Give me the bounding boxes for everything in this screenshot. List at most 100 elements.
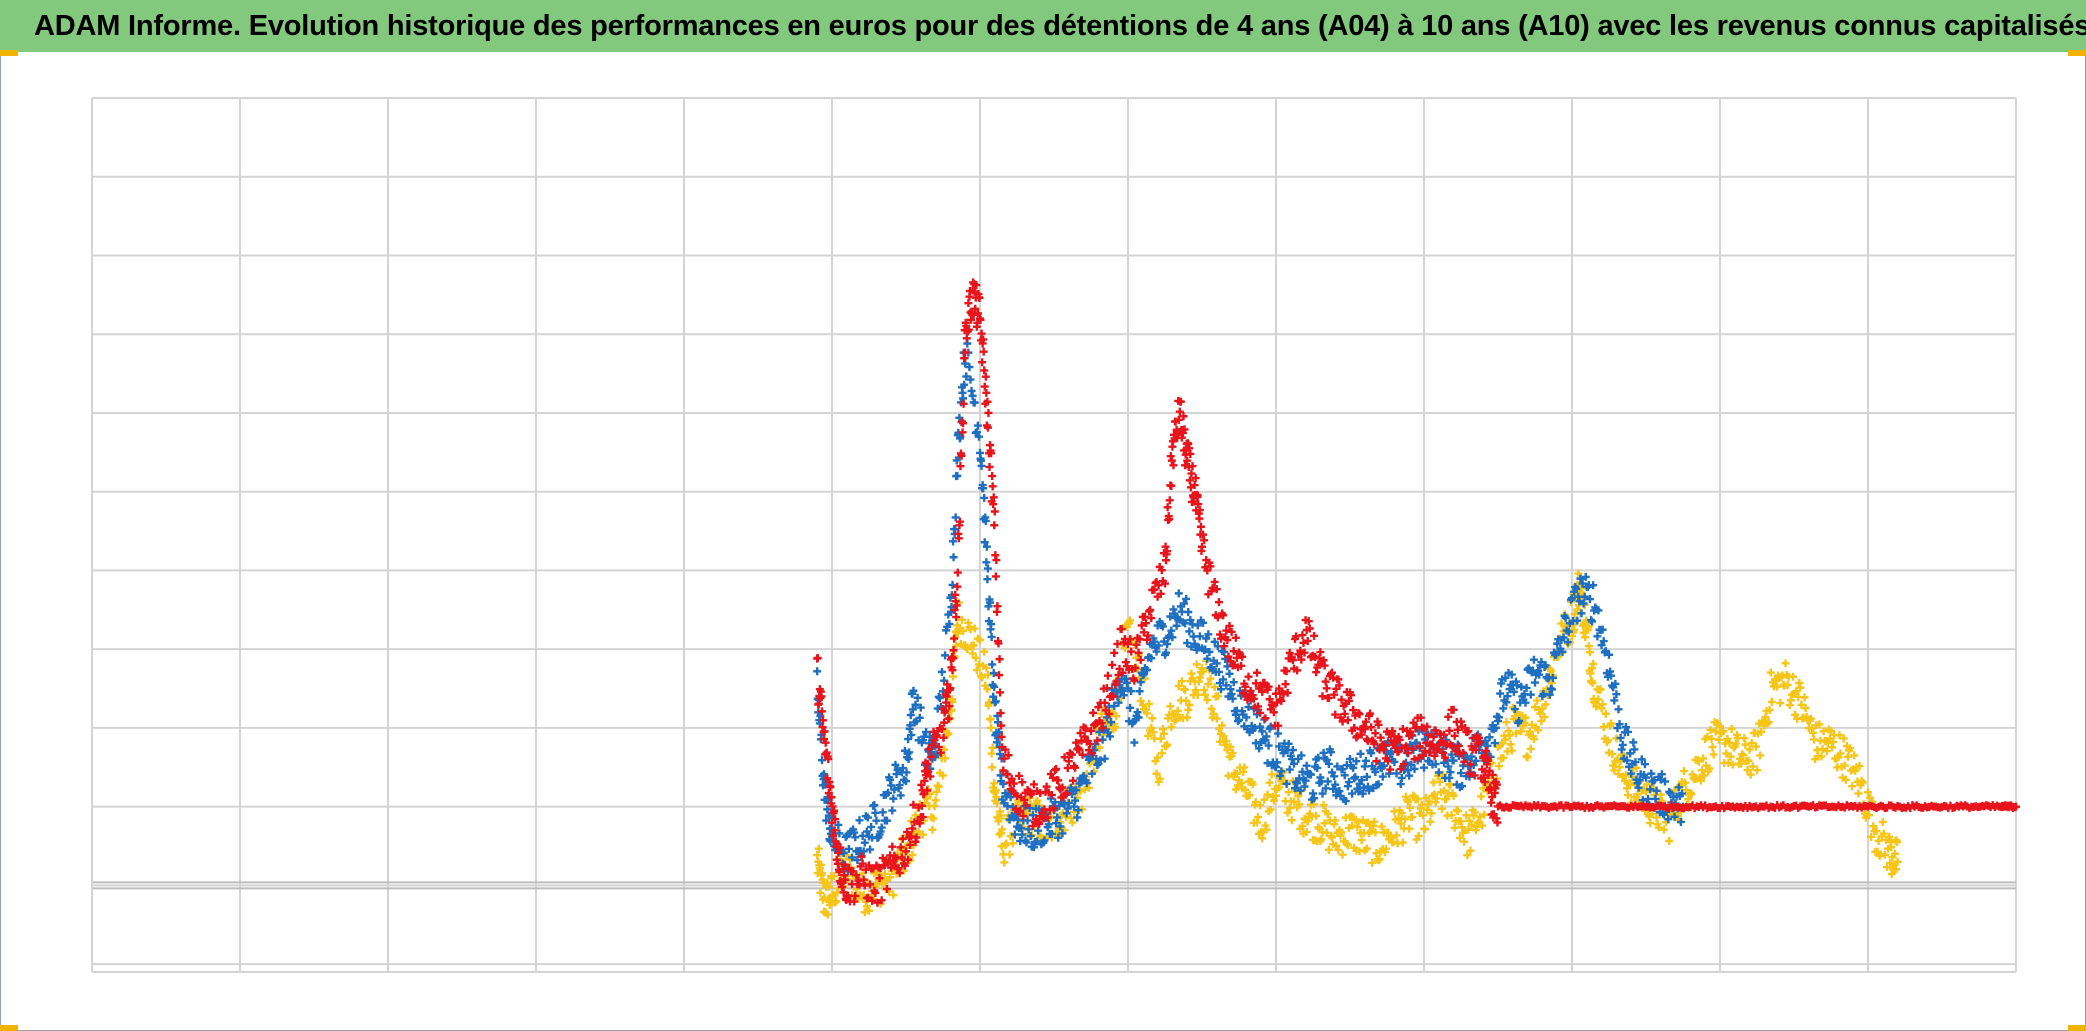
data-point-marker: [949, 537, 958, 546]
data-point-marker: [1042, 782, 1051, 791]
data-point-marker: [852, 871, 861, 880]
data-point-marker: [893, 765, 902, 774]
data-point-marker: [1485, 766, 1494, 775]
data-point-marker: [1288, 656, 1297, 665]
data-point-marker: [1892, 865, 1901, 874]
data-point-marker: [866, 880, 875, 889]
data-point-marker: [1559, 633, 1568, 642]
data-point-marker: [882, 884, 891, 893]
data-point-marker: [1819, 727, 1828, 736]
data-point-marker: [817, 692, 826, 701]
data-point-marker: [1227, 627, 1236, 636]
chart-title-bar: ADAM Informe. Evolution historique des p…: [0, 0, 2086, 52]
data-point-marker: [974, 432, 983, 441]
data-point-marker: [814, 699, 823, 708]
data-point-marker: [1187, 469, 1196, 478]
data-point-marker: [1414, 753, 1423, 762]
data-point-marker: [1665, 836, 1674, 845]
data-point-marker: [1126, 616, 1135, 625]
data-point-marker: [1003, 770, 1012, 779]
data-point-marker: [872, 816, 881, 825]
data-point-marker: [1214, 668, 1223, 677]
data-point-marker: [1302, 828, 1311, 837]
data-point-marker: [1626, 779, 1635, 788]
data-point-marker: [1285, 804, 1294, 813]
data-point-marker: [988, 660, 997, 669]
data-point-marker: [1447, 811, 1456, 820]
data-point-marker: [1854, 789, 1863, 798]
data-point-marker: [1318, 692, 1327, 701]
corner-mark-bottom-right: [2068, 1025, 2086, 1031]
data-point-marker: [980, 382, 989, 391]
data-point-marker: [1709, 750, 1718, 759]
data-point-marker: [1198, 542, 1206, 551]
data-point-marker: [979, 335, 988, 344]
data-point-marker: [922, 727, 931, 736]
data-point-marker: [898, 764, 907, 773]
data-point-marker: [1118, 668, 1127, 677]
data-point-marker: [817, 707, 826, 716]
data-point-marker: [1405, 771, 1414, 780]
data-point-marker: [1622, 784, 1631, 793]
data-point-marker: [1441, 753, 1450, 762]
data-point-marker: [1163, 547, 1172, 556]
data-point-marker: [918, 813, 927, 822]
data-point-marker: [1731, 739, 1740, 748]
data-point-marker: [1753, 766, 1761, 775]
data-point-marker: [958, 615, 967, 624]
data-point-marker: [1183, 456, 1192, 465]
data-point-marker: [931, 796, 940, 805]
data-point-marker: [898, 834, 907, 843]
data-point-marker: [836, 843, 845, 852]
data-point-marker: [1848, 782, 1857, 791]
data-point-marker: [1156, 734, 1165, 743]
data-point-marker: [1225, 621, 1234, 630]
data-point-marker: [1238, 652, 1247, 661]
data-point-marker: [1016, 806, 1025, 815]
data-point-marker: [1367, 723, 1376, 732]
data-point-marker: [834, 848, 843, 857]
data-point-marker: [987, 449, 996, 458]
data-point-marker: [1416, 713, 1425, 722]
data-point-marker: [944, 714, 953, 723]
data-point-marker: [1185, 476, 1194, 485]
data-point-marker: [1462, 811, 1471, 820]
data-point-marker: [1465, 769, 1474, 778]
data-point-marker: [1499, 704, 1508, 713]
data-point-marker: [1459, 748, 1468, 757]
data-point-marker: [1481, 746, 1490, 755]
data-point-marker: [1476, 738, 1485, 747]
data-point-marker: [906, 711, 915, 720]
data-point-marker: [832, 897, 841, 906]
data-point-marker: [1642, 773, 1650, 782]
data-point-marker: [1398, 724, 1407, 733]
data-point-marker: [1570, 625, 1579, 634]
data-point-marker: [848, 853, 857, 862]
data-point-marker: [1223, 636, 1232, 645]
data-point-marker: [953, 629, 962, 638]
data-point-marker: [1631, 758, 1640, 767]
data-point-marker: [1213, 692, 1222, 701]
data-point-marker: [1297, 655, 1306, 664]
data-point-marker: [980, 366, 989, 375]
data-point-marker: [1676, 817, 1685, 826]
data-point-marker: [1483, 741, 1492, 750]
data-point-marker: [1434, 768, 1443, 777]
data-point-marker: [1205, 648, 1214, 657]
data-point-marker: [1210, 637, 1219, 646]
data-point-marker: [944, 729, 953, 738]
data-point-marker: [1642, 787, 1650, 796]
data-point-marker: [1584, 622, 1593, 631]
data-point-marker: [1028, 822, 1037, 831]
data-point-marker: [1275, 783, 1284, 792]
data-point-marker: [1815, 720, 1824, 729]
data-point-marker: [1588, 679, 1597, 688]
data-point-marker: [1706, 725, 1715, 734]
data-point-marker: [1284, 739, 1293, 748]
data-point-marker: [1045, 806, 1054, 815]
data-point-marker: [1356, 749, 1365, 758]
data-point-marker: [1526, 690, 1535, 699]
data-point-marker: [972, 281, 981, 290]
data-point-marker: [1186, 449, 1195, 458]
data-point-marker: [997, 721, 1006, 730]
